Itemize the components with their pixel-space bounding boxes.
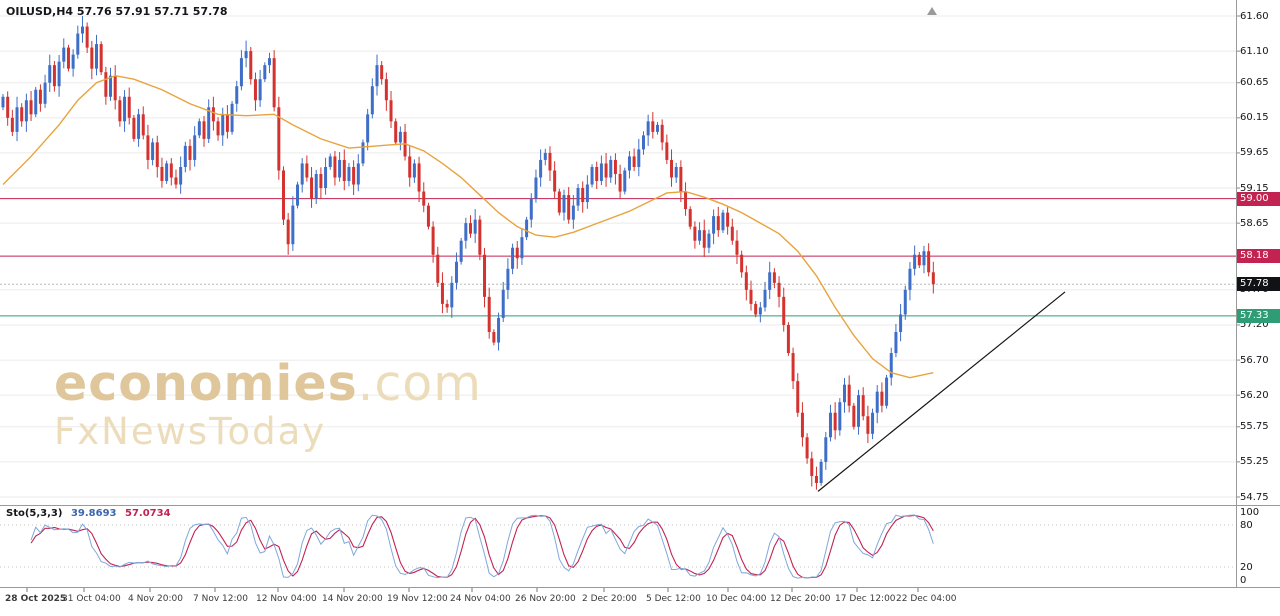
price-axis-label: 61.60 (1240, 10, 1269, 22)
moving-average-line (2, 74, 934, 379)
trend-line[interactable] (817, 291, 1066, 492)
stochastic-k-value: 39.8693 (70, 508, 117, 519)
scroll-to-end-icon[interactable] (927, 7, 937, 15)
level-price-badge: 59.00 (1237, 191, 1280, 206)
symbol-ohlc-text: OILUSD,H4 57.76 57.91 57.71 57.78 (6, 5, 228, 18)
stochastic-k-line (30, 514, 934, 579)
time-axis-label: 7 Nov 12:00 (193, 594, 248, 604)
time-axis-label: 28 Oct 2025 (5, 594, 67, 604)
stochastic-label: Sto(5,3,3) 39.8693 57.0734 (6, 508, 171, 519)
time-axis-label: 26 Nov 20:00 (515, 594, 576, 604)
time-axis-label: 19 Nov 12:00 (387, 594, 448, 604)
time-axis[interactable]: 28 Oct 2025 31 Oct 04:00 4 Nov 20:00 7 Nov … (0, 592, 1237, 616)
watermark: economies.com FxNewsToday (54, 358, 482, 452)
stochastic-scale-label: 100 (1240, 506, 1260, 518)
stochastic-name: Sto(5,3,3) (6, 508, 63, 519)
time-axis-label: 22 Dec 04:00 (896, 594, 957, 604)
time-axis-label: 31 Oct 04:00 (62, 594, 121, 604)
price-axis-label: 59.65 (1240, 147, 1269, 159)
watermark-brand: economies (54, 355, 358, 412)
stochastic-d-value: 57.0734 (124, 508, 171, 519)
price-axis-label: 54.75 (1240, 491, 1269, 503)
price-axis-label: 55.75 (1240, 421, 1269, 433)
price-axis-label: 57.20 (1240, 319, 1269, 331)
watermark-brand-line: economies.com (54, 358, 482, 409)
time-axis-label: 14 Nov 20:00 (322, 594, 383, 604)
time-axis-label: 12 Nov 04:00 (256, 594, 317, 604)
price-axis-label: 61.10 (1240, 45, 1269, 57)
symbol-ohlc-label: OILUSD,H4 57.76 57.91 57.71 57.78 (6, 5, 228, 18)
time-axis-label: 4 Nov 20:00 (128, 594, 183, 604)
candlestick-series (1, 16, 935, 490)
time-axis-label: 24 Nov 04:00 (450, 594, 511, 604)
price-axis-label: 55.25 (1240, 456, 1269, 468)
price-axis-label: 60.65 (1240, 77, 1269, 89)
price-axis-label: 56.70 (1240, 354, 1269, 366)
stochastic-scale-label: 20 (1240, 562, 1253, 573)
time-axis-label: 12 Dec 20:00 (770, 594, 831, 604)
stochastic-d-line (30, 514, 934, 579)
current-price-badge: 57.78 (1237, 277, 1280, 292)
price-axis-label: 60.15 (1240, 112, 1269, 124)
time-axis-label: 5 Dec 12:00 (646, 594, 701, 604)
level-price-badge: 57.33 (1237, 308, 1280, 323)
stochastic-scale-label: 80 (1240, 520, 1253, 531)
watermark-tld: .com (357, 355, 482, 412)
stochastic-scale-label: 0 (1240, 575, 1247, 587)
price-axis-label: 58.65 (1240, 217, 1269, 229)
watermark-subbrand: FxNewsToday (54, 410, 327, 454)
time-axis-label: 10 Dec 04:00 (706, 594, 767, 604)
time-axis-label: 17 Dec 12:00 (835, 594, 896, 604)
level-price-badge: 58.18 (1237, 249, 1280, 264)
grid-lines (0, 15, 1240, 592)
price-axis-label: 59.15 (1240, 182, 1269, 194)
price-axis-label: 56.20 (1240, 389, 1269, 401)
price-axis[interactable]: 61.6061.1060.6560.1559.6559.1558.6557.70… (1237, 0, 1280, 587)
time-axis-label: 2 Dec 20:00 (582, 594, 637, 604)
